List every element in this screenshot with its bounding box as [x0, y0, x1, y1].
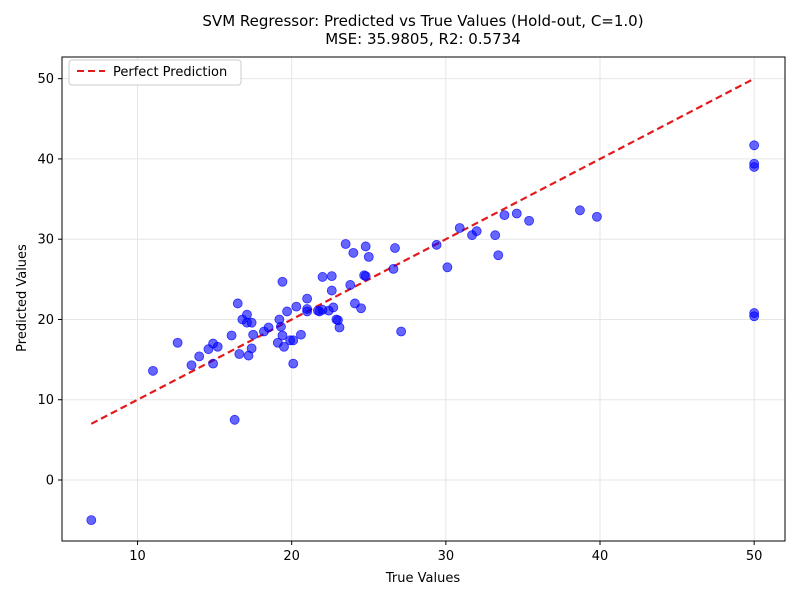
data-point — [390, 243, 400, 253]
perfect-prediction-line — [90, 77, 755, 425]
data-point — [226, 330, 237, 341]
data-point — [345, 280, 356, 290]
data-point — [291, 301, 302, 312]
data-point — [490, 230, 501, 241]
chart-subtitle: MSE: 35.9805, R2: 0.5734 — [325, 30, 521, 48]
data-point — [212, 341, 223, 352]
data-point — [194, 351, 205, 362]
data-point — [524, 215, 534, 226]
data-points-layer — [86, 140, 760, 526]
perfect-prediction-layer — [90, 77, 755, 425]
data-point — [296, 329, 306, 340]
data-point — [229, 414, 240, 425]
data-point — [328, 302, 339, 313]
data-point — [317, 272, 328, 282]
data-point — [360, 271, 371, 282]
data-point — [749, 311, 760, 322]
plot-area-frame — [61, 56, 786, 542]
data-point — [288, 358, 299, 369]
y-tick-label: 50 — [37, 72, 54, 87]
y-tick-label: 20 — [37, 313, 54, 328]
axis-ticks: 10 20 30 40 50 0 10 20 30 40 50 — [37, 72, 762, 564]
chart-title: SVM Regressor: Predicted vs True Values … — [202, 12, 643, 30]
data-point — [511, 208, 522, 219]
data-point — [493, 250, 504, 261]
data-point — [326, 271, 337, 282]
data-point — [246, 343, 257, 354]
data-point — [326, 285, 337, 296]
data-point — [471, 226, 482, 237]
data-point — [246, 317, 257, 328]
data-point — [454, 223, 465, 233]
data-point — [499, 210, 510, 221]
legend-label: Perfect Prediction — [113, 65, 227, 80]
data-point — [388, 264, 399, 274]
data-point — [302, 293, 313, 304]
legend: Perfect Prediction — [68, 59, 242, 86]
data-point — [277, 276, 288, 287]
y-tick-label: 0 — [46, 473, 54, 488]
data-point — [396, 326, 407, 337]
data-point — [277, 330, 288, 341]
data-point — [186, 360, 197, 371]
data-point — [363, 251, 374, 262]
data-point — [334, 322, 345, 333]
data-point — [279, 341, 289, 352]
data-point — [749, 140, 760, 151]
data-point — [276, 321, 286, 332]
y-tick-label: 30 — [37, 233, 54, 248]
x-tick-label: 30 — [438, 549, 455, 564]
data-point — [431, 239, 442, 250]
data-point — [340, 239, 351, 249]
data-point — [575, 205, 585, 216]
data-point — [234, 349, 245, 359]
data-point — [282, 306, 292, 317]
data-point — [248, 329, 259, 340]
data-point — [356, 303, 366, 314]
data-point — [172, 337, 183, 348]
y-tick-label: 10 — [37, 393, 54, 408]
data-point — [348, 247, 359, 258]
data-point — [592, 211, 602, 222]
x-tick-label: 20 — [283, 549, 300, 564]
legend-box — [68, 59, 242, 86]
y-tick-label: 40 — [37, 152, 54, 167]
data-point — [749, 162, 760, 172]
data-point — [288, 335, 299, 346]
x-tick-label: 50 — [746, 549, 763, 564]
data-point — [148, 365, 158, 376]
x-tick-label: 10 — [129, 549, 146, 564]
data-point — [232, 298, 243, 309]
x-axis-label: True Values — [385, 571, 460, 586]
data-point — [86, 515, 97, 526]
y-axis-label: Predicted Values — [15, 244, 30, 352]
data-point — [302, 306, 313, 317]
data-point — [442, 262, 453, 273]
data-point — [263, 322, 274, 333]
data-point — [360, 241, 371, 252]
data-point — [208, 358, 218, 369]
x-tick-label: 40 — [592, 549, 609, 564]
